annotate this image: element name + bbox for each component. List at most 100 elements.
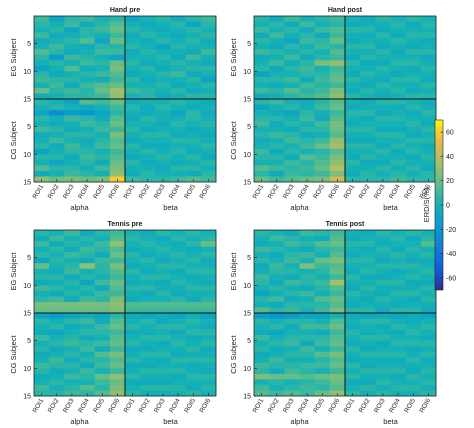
heatmap-cell <box>109 351 126 358</box>
heatmap-cell <box>94 373 111 380</box>
heatmap-cell <box>390 43 406 50</box>
heatmap-cell <box>64 137 80 144</box>
heatmap-cell <box>345 285 361 292</box>
heatmap-cell <box>269 301 285 308</box>
heatmap-cell <box>140 335 156 341</box>
heatmap-cell <box>64 76 80 83</box>
heatmap-cell <box>64 32 80 39</box>
heatmap-cell <box>345 257 361 264</box>
heatmap-cell <box>155 329 171 336</box>
heatmap-cell <box>49 126 65 133</box>
heatmap-cell <box>125 274 141 281</box>
heatmap-cell <box>284 329 300 336</box>
heatmap-cell <box>329 38 346 44</box>
heatmap-cell <box>64 362 80 369</box>
x-tick-label: ROI4 <box>297 183 311 200</box>
heatmap-cell <box>314 99 331 105</box>
heatmap-cell <box>34 143 50 150</box>
heatmap-cell <box>170 307 186 314</box>
heatmap-cell <box>34 16 50 22</box>
heatmap-cell <box>299 115 315 122</box>
x-tick-label: ROI1 <box>343 183 357 200</box>
heatmap-cell <box>345 362 361 369</box>
heatmap-cell <box>185 104 202 111</box>
heatmap-cell <box>375 368 391 375</box>
x-group-label: beta <box>163 203 178 212</box>
heatmap-cell <box>254 65 270 72</box>
heatmap-cell <box>345 21 361 28</box>
heatmap-cell <box>405 137 422 144</box>
heatmap-cell <box>49 252 65 258</box>
y-tick-label: 15 <box>243 394 251 401</box>
heatmap-cell <box>405 329 422 336</box>
heatmap-cell <box>420 235 437 242</box>
heatmap-cell <box>299 301 315 308</box>
heatmap-cell <box>284 379 300 386</box>
heatmap-cell <box>405 274 422 281</box>
heatmap-cell <box>360 99 376 105</box>
heatmap-cell <box>170 230 186 236</box>
heatmap-cell <box>125 301 141 308</box>
x-tick-label: ROI3 <box>282 397 296 414</box>
heatmap-cell <box>375 71 391 78</box>
heatmap-cell <box>254 21 270 28</box>
x-tick-label: ROI6 <box>199 183 213 200</box>
heatmap-cell <box>140 60 156 67</box>
heatmap-cell <box>254 351 270 358</box>
heatmap-cell <box>329 137 346 144</box>
heatmap-cell <box>314 76 331 83</box>
heatmap-cell <box>284 16 300 22</box>
heatmap-cell <box>109 335 126 341</box>
heatmap-cell <box>269 384 285 391</box>
heatmap-cell <box>329 296 346 303</box>
heatmap-panel: Hand post 5 10 15 5 10 15 EG Subject CG Subject R… <box>229 7 437 212</box>
heatmap-cell <box>420 324 437 330</box>
heatmap-cell <box>170 148 186 155</box>
heatmap-cell <box>200 71 217 78</box>
heatmap-cell <box>329 335 346 341</box>
heatmap-cell <box>420 296 437 303</box>
y-tick-label: 5 <box>247 124 251 131</box>
heatmap-cell <box>140 351 156 358</box>
colorbar-tick-label: 60 <box>446 130 454 137</box>
heatmap-cell <box>420 252 437 258</box>
heatmap-cell <box>155 93 171 100</box>
heatmap-cell <box>49 351 65 358</box>
heatmap-cell <box>329 148 346 155</box>
heatmap-cell <box>375 121 391 127</box>
heatmap-cell <box>34 246 50 253</box>
heatmap-cell <box>405 368 422 375</box>
heatmap-cell <box>375 60 391 67</box>
heatmap-cell <box>140 21 156 28</box>
heatmap-cell <box>375 296 391 303</box>
heatmap-cell <box>170 246 186 253</box>
heatmap-cell <box>140 137 156 144</box>
heatmap-cell <box>390 82 406 89</box>
heatmap-cell <box>390 335 406 341</box>
x-tick-label: ROI5 <box>403 397 417 414</box>
heatmap-cell <box>390 274 406 281</box>
heatmap-cell <box>299 324 315 330</box>
heatmap-cell <box>284 126 300 133</box>
heatmap-cell <box>405 335 422 341</box>
heatmap-cell <box>375 373 391 380</box>
heatmap-cell <box>34 274 50 281</box>
heatmap-cell <box>170 235 186 242</box>
heatmap-cell <box>329 65 346 72</box>
heatmap-cell <box>109 143 126 150</box>
x-tick-label: ROI2 <box>358 397 372 414</box>
heatmap-cell <box>299 230 315 236</box>
heatmap-cell <box>170 329 186 336</box>
heatmap-cell <box>109 384 126 391</box>
heatmap-cell <box>420 137 437 144</box>
heatmap-cell <box>34 335 50 341</box>
heatmap-cell <box>284 76 300 83</box>
heatmap-cell <box>314 49 331 56</box>
heatmap-cell <box>284 99 300 105</box>
heatmap-cell <box>185 246 202 253</box>
heatmap-cell <box>34 301 50 308</box>
heatmap-cell <box>109 65 126 72</box>
heatmap-cell <box>269 60 285 67</box>
heatmap-cell <box>49 241 65 247</box>
heatmap-cell <box>140 93 156 100</box>
